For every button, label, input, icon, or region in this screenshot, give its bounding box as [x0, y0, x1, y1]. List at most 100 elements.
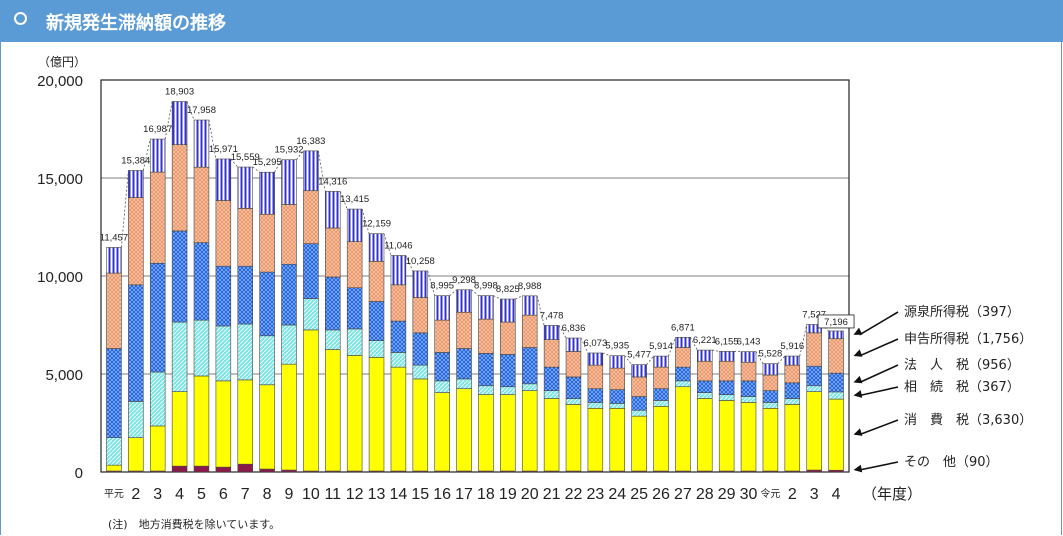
bar-segment [521, 295, 538, 316]
total-label: 6,836 [562, 323, 586, 334]
bar-segment [697, 349, 713, 362]
bar-segment [718, 351, 735, 362]
bar-segment [653, 366, 669, 390]
connector-line [668, 337, 676, 357]
total-label: 15,559 [231, 152, 260, 163]
legend-label: 相 続 税（367） [904, 380, 1020, 395]
x-tick-label: 15 [411, 486, 429, 503]
x-tick-label: 30 [740, 486, 758, 503]
bar-segment [565, 404, 582, 472]
page-title: 新規発生滞納額の推移 [46, 13, 226, 34]
x-tick-label: 3 [810, 486, 819, 503]
bar-segment [434, 319, 450, 353]
x-tick-label: 29 [718, 486, 736, 503]
total-label: 10,258 [406, 256, 435, 267]
connector-line [712, 349, 720, 352]
bar-segment [237, 323, 253, 381]
bar-segment [521, 383, 538, 391]
bar-segment [675, 380, 691, 388]
x-tick-label: 26 [652, 486, 670, 503]
plot-area [100, 79, 850, 473]
x-tick-label: 4 [832, 486, 841, 503]
connector-line [777, 355, 786, 364]
total-label: 15,932 [274, 145, 303, 156]
bar-segment [412, 364, 429, 380]
bar-segment [390, 320, 407, 353]
legend-arrow [859, 386, 899, 397]
bar-segment [718, 400, 735, 472]
bar-segment [456, 289, 472, 313]
bar-segment [346, 287, 363, 330]
bar-segment [281, 324, 297, 365]
bar-segment [149, 371, 166, 427]
bar-segment [631, 415, 647, 472]
bar-segment [281, 263, 297, 326]
total-label: 6,221 [693, 335, 717, 346]
bar-segment [500, 321, 516, 355]
bar-segment [149, 425, 166, 472]
bar-segment [456, 378, 472, 389]
bar-segment [609, 403, 625, 409]
bar-segment [653, 400, 669, 407]
legend-arrow [859, 338, 899, 357]
total-label: 15,971 [209, 144, 238, 155]
bar-segment [740, 402, 757, 472]
bar-segment [806, 324, 822, 334]
bar-segment [740, 361, 757, 382]
bar-segment [259, 468, 275, 473]
bar-segment [718, 360, 735, 382]
bar-segment [171, 391, 188, 467]
total-label: 7,527 [802, 309, 826, 320]
bar-segment [368, 233, 385, 262]
bar-segment [653, 355, 669, 368]
bar-segment [237, 265, 253, 325]
x-tick-label: 令元 [760, 487, 780, 500]
total-label: 14,316 [318, 176, 347, 187]
y-tick-label: 10,000 [37, 269, 83, 286]
bar-segment [806, 332, 822, 367]
connector-line [558, 325, 567, 339]
bar-segment [412, 332, 429, 366]
x-tick-label: 19 [499, 486, 517, 503]
bar-segment [346, 208, 363, 242]
bar-segment [587, 388, 604, 403]
connector-line [471, 289, 479, 296]
bar-segment [718, 394, 735, 401]
bar-segment [325, 276, 341, 331]
bar-segment [412, 378, 429, 472]
legend-label: その 他（90） [904, 455, 999, 470]
bar-segment [500, 354, 516, 388]
bar-segment [193, 319, 210, 377]
connector-line [799, 324, 808, 357]
x-tick-label: 24 [608, 486, 626, 503]
arrow-head-icon [853, 349, 863, 357]
total-label: 6,871 [671, 322, 695, 333]
circle-icon [14, 12, 27, 25]
bar-segment [697, 360, 713, 382]
bar-segment [259, 384, 275, 470]
bar-segment [346, 241, 363, 289]
x-tick-label: 2 [788, 486, 797, 503]
connector-line [186, 101, 195, 121]
total-label: 18,903 [165, 87, 194, 98]
connector-line [317, 150, 326, 192]
x-tick-label: 21 [543, 486, 561, 503]
connector-line [536, 295, 545, 326]
bar-segment [697, 398, 713, 472]
bar-segment [106, 247, 122, 274]
bar-segment [215, 158, 232, 201]
x-tick-label: 13 [368, 486, 386, 503]
bar-segment [434, 295, 450, 321]
legend-label: 法 人 税（956） [904, 358, 1020, 373]
y-tick-label: 0 [75, 465, 83, 482]
bar-segment [237, 463, 253, 473]
bar-segment [215, 466, 232, 473]
bar-segment [565, 398, 582, 405]
bar-segment [106, 348, 122, 438]
bar-segment [500, 386, 516, 395]
total-label: 17,958 [187, 105, 216, 116]
bar-segment [784, 382, 801, 399]
total-label: 12,159 [362, 219, 391, 230]
bar-segment [390, 366, 407, 472]
